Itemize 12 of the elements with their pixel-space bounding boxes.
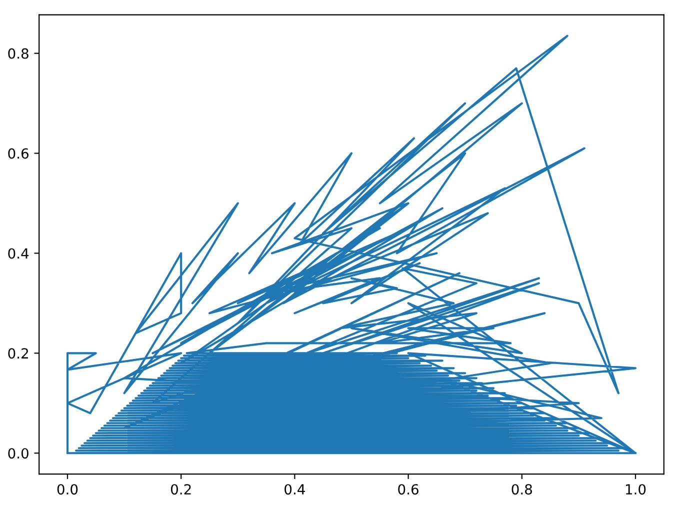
x-tick-label: 0.8 <box>512 484 532 495</box>
x-tick-label: 1.0 <box>626 484 646 495</box>
y-tick-label: 0.6 <box>8 148 28 159</box>
y-tick-label: 0.8 <box>8 48 28 59</box>
x-tick-label: 0.4 <box>284 484 305 495</box>
y-tick-label: 0.2 <box>8 348 28 359</box>
y-tick-label: 0.4 <box>8 248 29 259</box>
x-tick-label: 0.2 <box>170 484 191 495</box>
x-tick-label: 0.6 <box>398 484 418 495</box>
x-tick-label: 0.0 <box>57 484 78 495</box>
line-series <box>66 34 637 454</box>
y-tick-label: 0.0 <box>8 448 28 459</box>
